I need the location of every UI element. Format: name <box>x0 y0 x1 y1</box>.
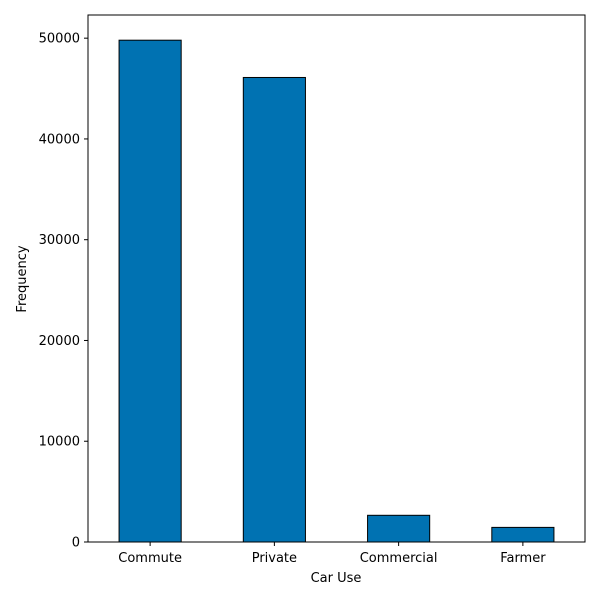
x-tick-label: Commute <box>118 551 182 566</box>
y-axis: 0 10000 20000 30000 40000 50000 <box>39 32 88 551</box>
x-axis: Commute Private Commercial Farmer <box>118 542 546 566</box>
y-tick-label: 30000 <box>39 233 80 248</box>
y-tick-label: 40000 <box>39 132 80 147</box>
x-tick-label: Private <box>252 551 297 566</box>
bar-commercial <box>367 514 431 543</box>
y-axis-label: Frequency <box>15 245 30 312</box>
y-tick-label: 50000 <box>39 32 80 47</box>
bar-commute <box>118 39 182 543</box>
x-axis-label: Car Use <box>311 571 362 586</box>
bar-farmer <box>491 526 555 543</box>
x-tick-label: Commercial <box>360 551 438 566</box>
plot-frame <box>87 14 586 543</box>
x-tick-label: Farmer <box>500 551 546 566</box>
bars-group <box>118 39 555 543</box>
y-tick-label: 10000 <box>39 435 80 450</box>
y-tick-label: 0 <box>72 536 80 551</box>
bar-private <box>242 76 306 543</box>
y-tick-label: 20000 <box>39 334 80 349</box>
